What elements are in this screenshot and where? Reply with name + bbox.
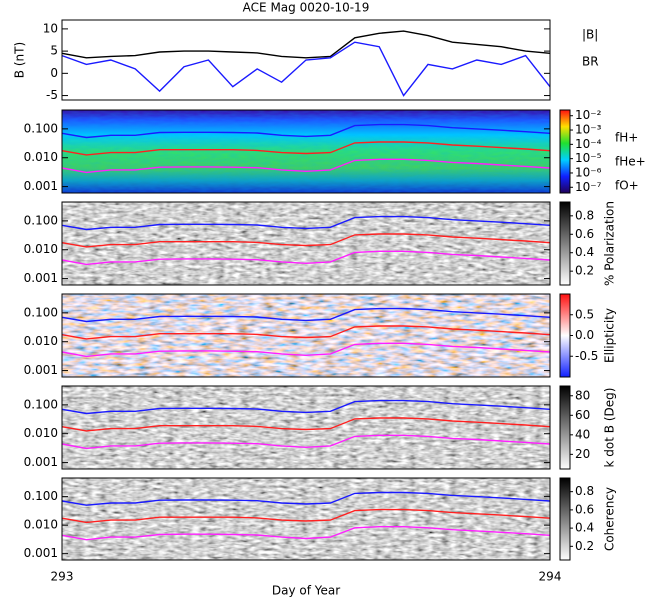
colorbar-tick-label: 0.2 — [575, 539, 594, 553]
y-tick-label: 0.010 — [24, 334, 58, 348]
colorbar-label: k dot B (Deg) — [603, 388, 617, 468]
legend-label: |B| — [582, 28, 598, 42]
data-line — [61, 491, 551, 506]
y-tick-label: 0.100 — [24, 489, 58, 503]
colorbar-tick-label: 0.8 — [575, 484, 594, 498]
data-line — [61, 158, 551, 174]
colorbar-tick-label: 40 — [575, 427, 590, 441]
y-tick-label: 0.010 — [24, 242, 58, 256]
data-line — [61, 141, 551, 156]
data-line — [61, 250, 551, 266]
colorbar — [559, 109, 571, 194]
colorbar-tick-label: -0.5 — [575, 349, 598, 363]
x-tick-label: 293 — [51, 570, 74, 584]
data-line — [61, 399, 551, 415]
colorbar-tick-label: 10⁻⁶ — [575, 165, 602, 179]
data-line — [61, 342, 551, 358]
colorbar-tick-label: 10⁻² — [575, 108, 602, 122]
y-tick-label: 0.100 — [24, 397, 58, 411]
colorbar-tick-label: 0.5 — [575, 307, 594, 321]
colorbar-tick-label: 60 — [575, 408, 590, 422]
y-tick-label: 0.100 — [24, 305, 58, 319]
data-line — [61, 41, 551, 97]
axes-frame — [61, 385, 551, 470]
y-tick-label: 0.010 — [24, 150, 58, 164]
colorbar-label: % Polarization — [603, 201, 617, 286]
colorbar-tick-label: 0.2 — [575, 264, 594, 278]
colorbar-tick-label: 0.0 — [575, 328, 594, 342]
data-line — [61, 123, 551, 139]
data-line — [61, 526, 551, 541]
colorbar-tick-label: 10⁻⁴ — [575, 137, 602, 151]
colorbar-tick-label: 0.8 — [575, 208, 594, 222]
axes-frame — [61, 109, 551, 194]
colorbar-label: Ellipticity — [603, 308, 617, 363]
colorbar-tick-label: 10⁻⁷ — [575, 180, 602, 194]
y-tick-label: 0.100 — [24, 121, 58, 135]
spectrogram-texture — [62, 110, 550, 193]
data-line — [61, 417, 551, 432]
x-tick-label: 294 — [539, 570, 562, 584]
colorbar-tick-label: 10⁻⁵ — [575, 151, 602, 165]
y-axis-label: B (nT) — [13, 42, 27, 78]
spectrogram — [62, 202, 550, 285]
colorbar — [559, 293, 571, 378]
y-tick-label: 0.100 — [24, 213, 58, 227]
colorbar — [559, 477, 571, 561]
data-line — [61, 434, 551, 450]
y-tick-label: 0.001 — [24, 546, 58, 560]
spectrogram — [62, 478, 550, 560]
data-line — [61, 233, 551, 248]
axes-frame — [61, 477, 551, 561]
y-tick-label: 0 — [50, 66, 58, 80]
axes-frame — [61, 201, 551, 286]
spectrogram-texture — [62, 294, 550, 377]
y-tick-label: 0.010 — [24, 518, 58, 532]
spectrogram — [62, 386, 550, 469]
data-line — [61, 215, 551, 231]
data-line — [61, 325, 551, 340]
legend-label: BR — [582, 55, 599, 69]
y-tick-label: 0.001 — [24, 363, 58, 377]
y-tick-label: -5 — [46, 88, 58, 102]
y-tick-label: 0.001 — [24, 455, 58, 469]
colorbar-tick-label: 80 — [575, 388, 590, 402]
chart-title: ACE Mag 0020-10-19 — [243, 1, 370, 15]
legend-label: fHe+ — [615, 155, 646, 169]
colorbar-label: Coherency — [603, 487, 617, 551]
axes-frame — [61, 19, 551, 101]
axes-frame — [61, 293, 551, 378]
colorbar-tick-label: 0.6 — [575, 227, 594, 241]
data-line — [61, 30, 551, 59]
legend-label: fH+ — [615, 131, 638, 145]
data-line — [61, 307, 551, 323]
colorbar-tick-label: 0.6 — [575, 502, 594, 516]
y-tick-label: 0.001 — [24, 179, 58, 193]
colorbar-tick-label: 20 — [575, 447, 590, 461]
legend-label: fO+ — [615, 179, 639, 193]
y-tick-label: 5 — [50, 44, 58, 58]
colorbar-tick-label: 0.4 — [575, 245, 594, 259]
data-line — [61, 508, 551, 524]
y-tick-label: 10 — [43, 21, 58, 35]
x-axis-label: Day of Year — [272, 584, 340, 598]
colorbar — [559, 201, 571, 286]
colorbar — [559, 385, 571, 470]
y-tick-label: 0.010 — [24, 426, 58, 440]
colorbar-tick-label: 10⁻³ — [575, 123, 602, 137]
colorbar-tick-label: 0.4 — [575, 521, 594, 535]
y-tick-label: 0.001 — [24, 271, 58, 285]
